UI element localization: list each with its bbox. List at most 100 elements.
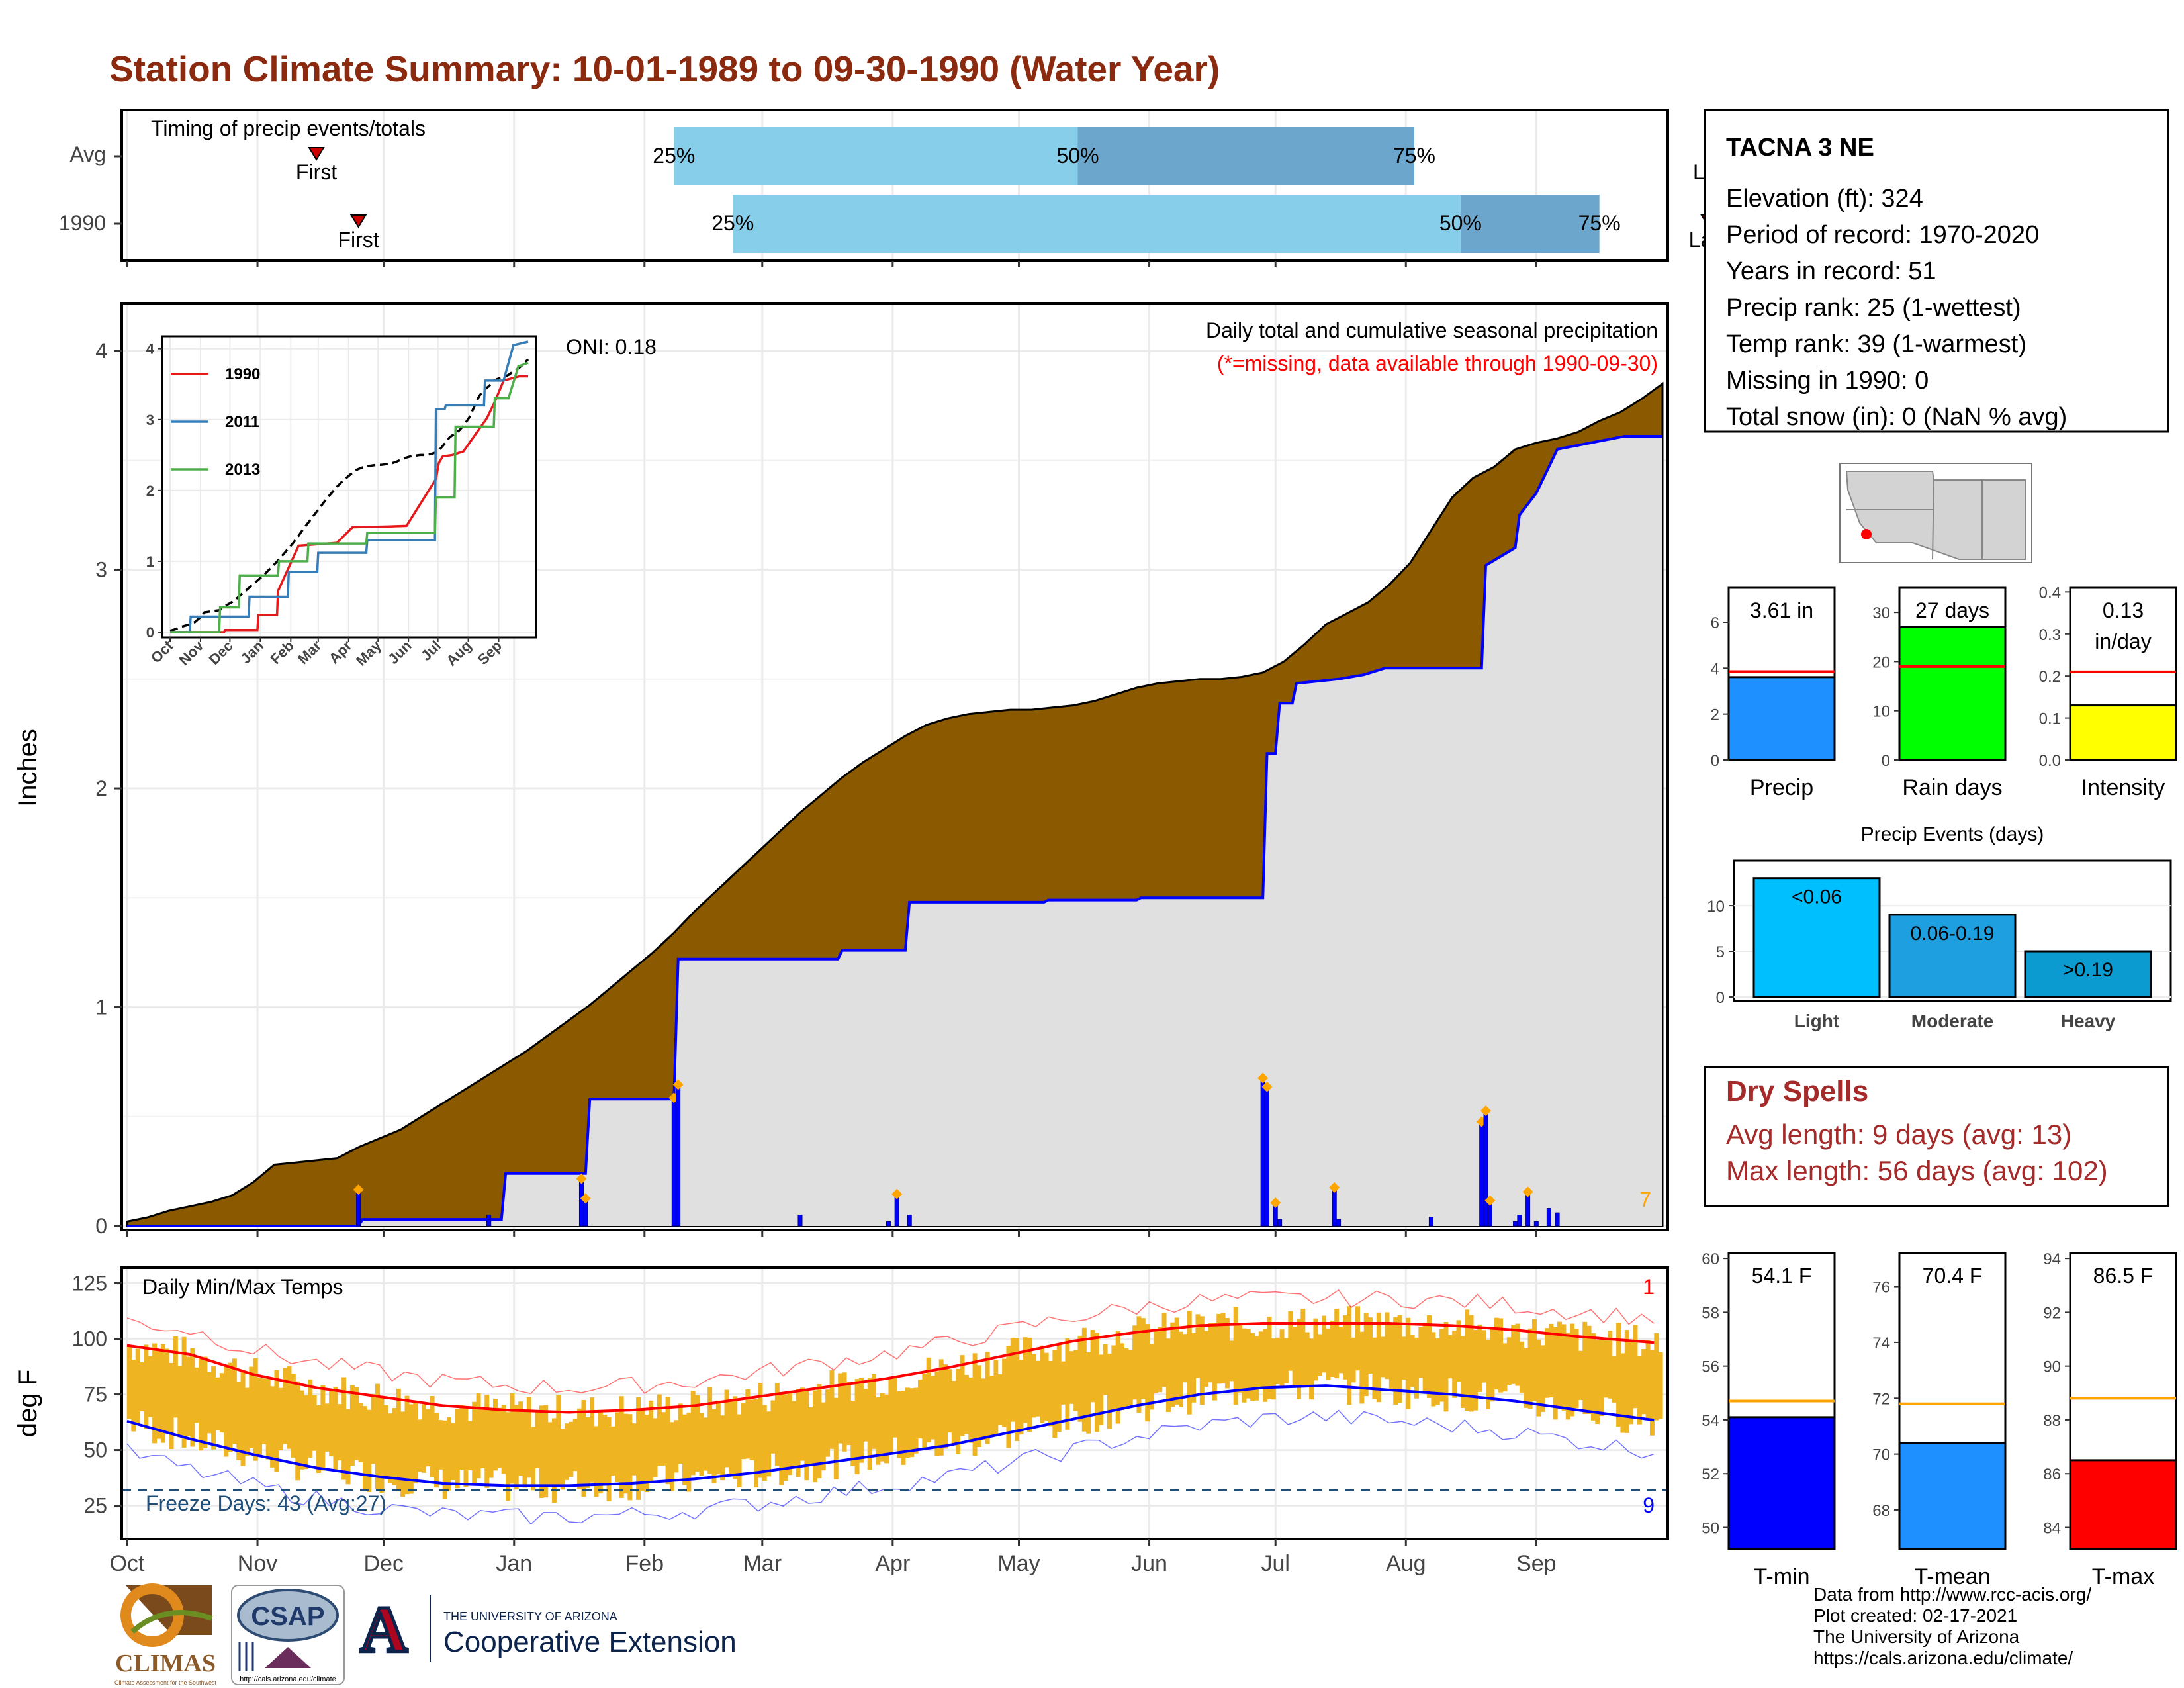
daily-temp-bar (623, 1413, 628, 1494)
daily-temp-bar (796, 1389, 801, 1477)
daily-temp-bar (888, 1378, 893, 1453)
event-marker (1270, 1197, 1281, 1208)
y-tick-label: 72 (1872, 1390, 1890, 1408)
daily-temp-bar (1427, 1315, 1432, 1398)
daily-temp-bar (388, 1413, 393, 1483)
dry-spells-title: Dry Spells (1726, 1075, 1868, 1107)
daily-temp-bar (547, 1422, 553, 1485)
daily-temp-bar (413, 1402, 418, 1483)
daily-temp-bar (598, 1411, 603, 1494)
daily-temp-bar (931, 1376, 935, 1440)
x-tick-label: Jan (237, 637, 266, 667)
daily-temp-bar (619, 1396, 624, 1498)
daily-temp-bar (968, 1377, 974, 1443)
daily-temp-bar (140, 1362, 145, 1411)
daily-temp-bar (1326, 1328, 1331, 1380)
daily-temp-bar (169, 1362, 174, 1450)
x-tick-label: Oct (148, 637, 177, 666)
daily-temp-bar (1229, 1340, 1234, 1382)
daily-temp-bar (1300, 1308, 1306, 1385)
daily-temp-bar (985, 1352, 990, 1444)
daily-temp-bar (358, 1403, 363, 1462)
daily-temp-bar (185, 1356, 191, 1436)
pct-25-label: 25% (711, 211, 754, 235)
daily-temp-bar (1490, 1327, 1495, 1402)
daily-temp-bar (442, 1420, 447, 1499)
daily-temp-bar (661, 1412, 666, 1466)
y-tick-label: 52 (1702, 1466, 1719, 1483)
daily-temp-bar (194, 1367, 199, 1423)
pct-50-label: 50% (1056, 144, 1099, 167)
month-label: Mar (743, 1551, 782, 1576)
daily-temp-bar (1545, 1328, 1549, 1398)
month-label: May (997, 1551, 1040, 1576)
daily-temp-bar (215, 1377, 220, 1430)
station-location-dot (1861, 529, 1872, 539)
daily-temp-bar (206, 1372, 212, 1434)
daily-temp-bar (472, 1401, 477, 1485)
temp-min-count: 9 (1643, 1493, 1655, 1517)
y-tick-label: 5 (1716, 943, 1725, 961)
daily-temp-bar (160, 1344, 165, 1443)
daily-temp-bar (1645, 1340, 1651, 1420)
value-bar (1727, 676, 1836, 761)
x-tick-label: May (353, 637, 385, 669)
daily-temp-bar (1199, 1316, 1205, 1405)
daily-precip-bar (671, 1098, 676, 1227)
daily-temp-bar (913, 1387, 919, 1454)
daily-temp-bar (1486, 1339, 1490, 1409)
daily-temp-bar (1363, 1313, 1369, 1397)
daily-temp-bar (1654, 1333, 1659, 1421)
daily-temp-bar (1027, 1337, 1032, 1432)
daily-temp-bar (287, 1366, 292, 1449)
daily-temp-bar (488, 1409, 494, 1478)
y-tick-label: 70 (1872, 1446, 1890, 1464)
daily-temp-bar (964, 1374, 969, 1434)
station-info-line: Temp rank: 39 (1-warmest) (1726, 330, 2026, 358)
daily-precip-bar (1525, 1192, 1531, 1227)
daily-temp-bar (526, 1397, 531, 1478)
y-tick-label: 0.0 (2039, 752, 2061, 770)
daily-temp-bar (1595, 1340, 1600, 1425)
daily-temp-bar (1313, 1318, 1318, 1381)
daily-temp-bar (821, 1402, 826, 1471)
daily-temp-bar (884, 1394, 889, 1464)
y-tick-label: 94 (2043, 1250, 2061, 1268)
daily-temp-bar (572, 1419, 578, 1472)
daily-temp-bar (312, 1395, 317, 1451)
first-event-marker (349, 214, 367, 228)
precip-summary-bars: 3.61 in Precip 0 2 4 6 27 days Rain days 0 10 20 30… (1711, 584, 2177, 800)
y-tick-label: 0 (146, 624, 154, 641)
daily-precip-bar (1277, 1219, 1283, 1227)
daily-temp-bar (606, 1417, 612, 1501)
daily-temp-bar (1077, 1335, 1083, 1422)
daily-temp-bar (1334, 1309, 1340, 1379)
event-bar-label: >0.19 (2063, 959, 2113, 981)
summary-panel-0: 3.61 in Precip 0 2 4 6 (1711, 586, 1836, 800)
y-tick-label: 58 (1702, 1304, 1719, 1322)
daily-temp-bar (253, 1358, 258, 1461)
station-name: TACNA 3 NE (1726, 134, 1874, 162)
daily-temp-bar (1388, 1324, 1394, 1389)
daily-temp-bar (531, 1427, 536, 1491)
daily-temp-bar (1061, 1361, 1066, 1405)
daily-temp-bar (813, 1390, 818, 1483)
daily-precip-bar (907, 1214, 912, 1227)
daily-temp-bar (408, 1404, 414, 1494)
legend-label: 2011 (225, 413, 259, 431)
events-title: Precip Events (days) (1861, 823, 2044, 845)
daily-temp-bar (770, 1400, 776, 1454)
daily-temp-bar (371, 1394, 376, 1464)
station-info-line: Years in record: 51 (1726, 258, 1936, 285)
daily-temp-bar (615, 1412, 620, 1483)
daily-temp-bar (1347, 1306, 1352, 1405)
daily-temp-bar (1023, 1337, 1028, 1423)
daily-temp-bar (1283, 1338, 1289, 1383)
value-label: 0.13 (2103, 598, 2144, 622)
daily-temp-bar (1511, 1325, 1516, 1384)
daily-temp-bar (585, 1417, 590, 1488)
daily-temp-bar (1006, 1346, 1011, 1448)
daily-temp-bar (1212, 1323, 1217, 1401)
daily-temp-bar (779, 1392, 784, 1485)
